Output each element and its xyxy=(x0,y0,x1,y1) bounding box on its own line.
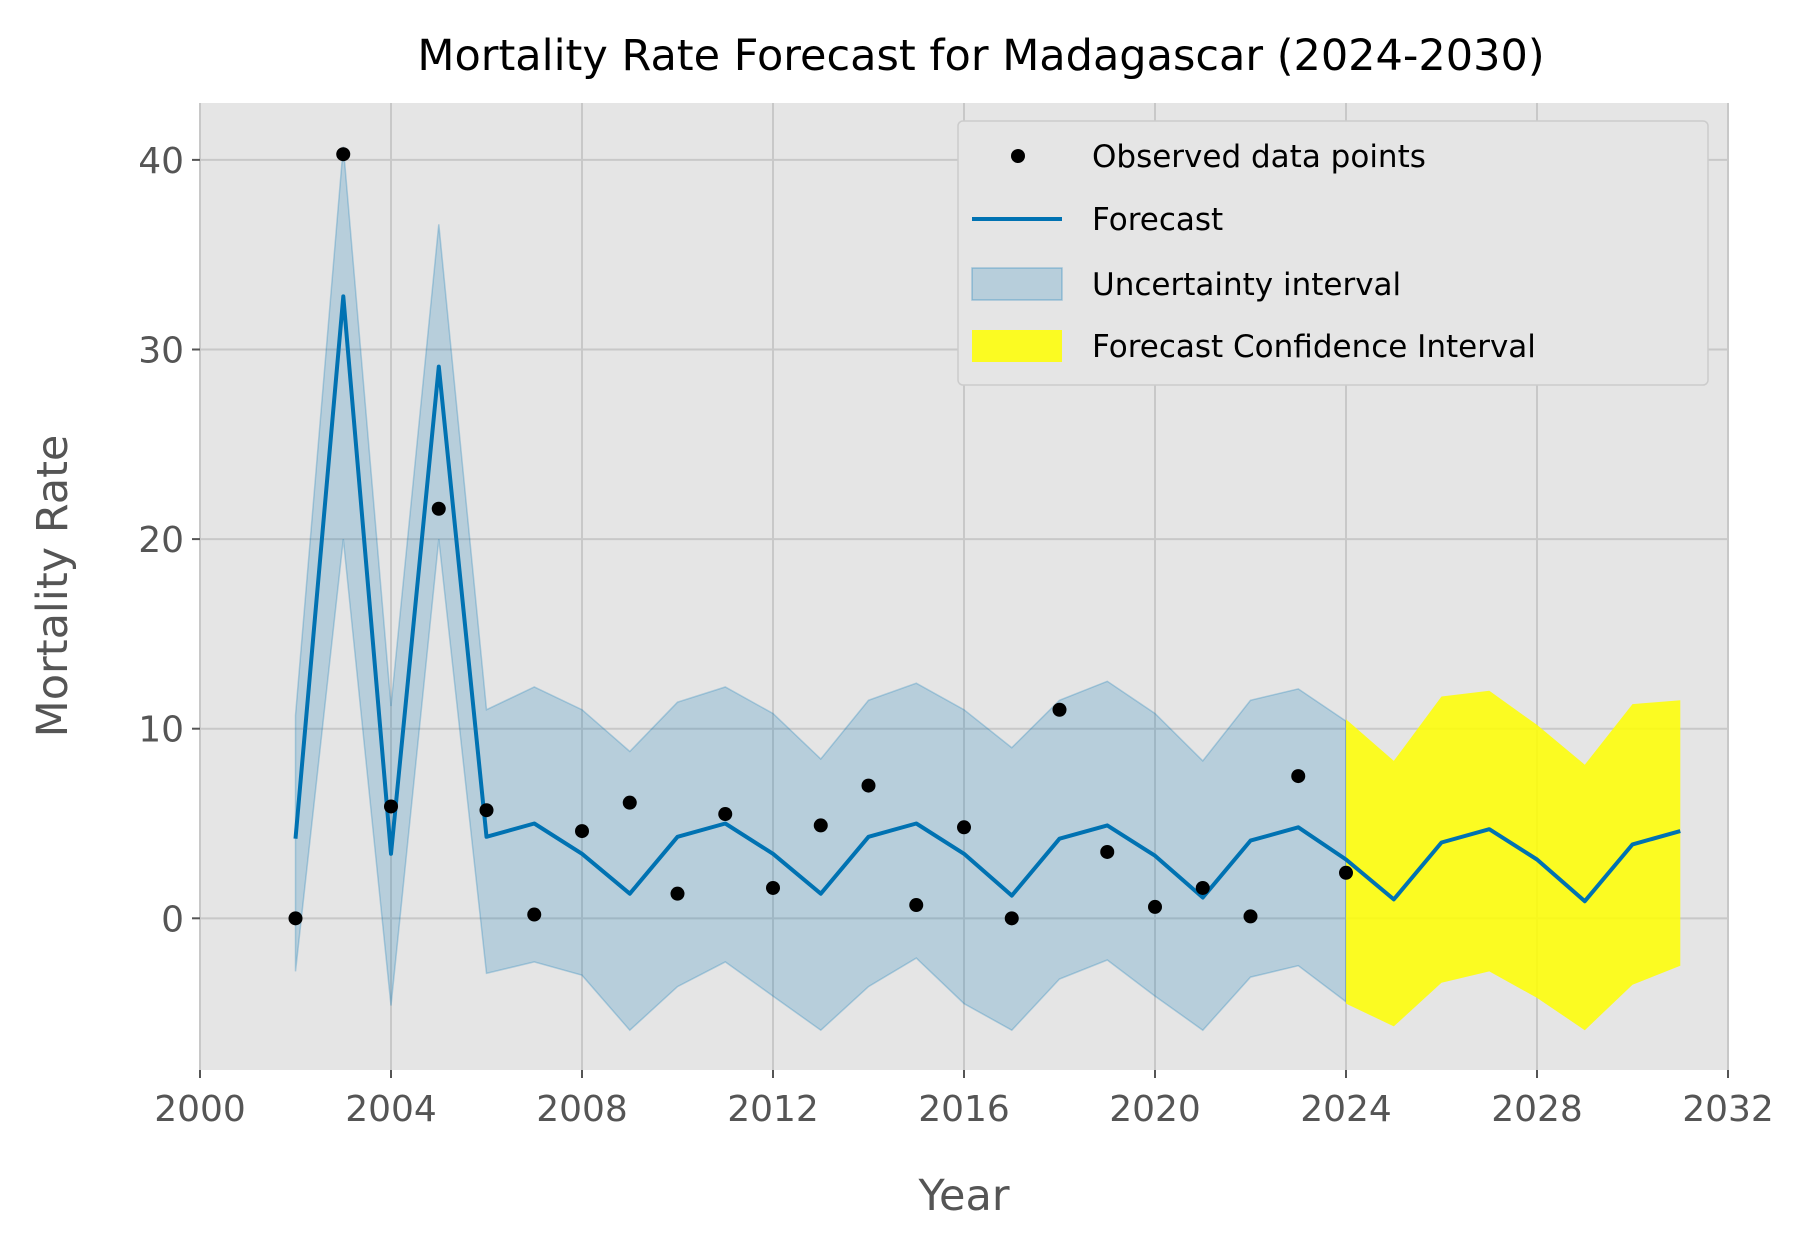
observed-point-17 xyxy=(1100,844,1115,859)
y-tick-label-2: 20 xyxy=(138,520,184,561)
legend: Observed data points Forecast Uncertaint… xyxy=(957,120,1709,386)
x-axis-label: Year xyxy=(917,1171,1009,1221)
y-axis-ticks: 0 10 20 30 40 xyxy=(138,141,200,940)
x-tick-label-0: 2000 xyxy=(154,1089,246,1130)
legend-box xyxy=(957,120,1709,386)
observed-point-18 xyxy=(1148,899,1162,914)
y-tick-label-4: 40 xyxy=(138,141,184,182)
observed-point-1 xyxy=(336,147,351,162)
observed-point-22 xyxy=(1339,865,1353,880)
observed-point-2 xyxy=(384,799,398,814)
x-tick-label-3: 2012 xyxy=(727,1089,819,1130)
observed-point-20 xyxy=(1243,909,1258,924)
observed-point-14 xyxy=(957,820,971,835)
forecast-line xyxy=(293,294,1681,904)
y-tick-label-0: 0 xyxy=(161,899,184,940)
observed-point-21 xyxy=(1291,769,1306,784)
x-tick-label-1: 2004 xyxy=(345,1089,437,1130)
legend-label-uncertainty: Uncertainty interval xyxy=(1092,267,1401,303)
x-tick-label-2: 2008 xyxy=(536,1089,628,1130)
observed-point-0 xyxy=(288,911,303,926)
interval-bands xyxy=(294,146,1681,1032)
observed-point-3 xyxy=(431,501,446,516)
observed-point-8 xyxy=(670,886,685,901)
y-axis-label: Mortality Rate xyxy=(28,435,78,738)
x-tick-label-5: 2020 xyxy=(1109,1089,1201,1130)
legend-label-forecast-ci: Forecast Confidence Interval xyxy=(1092,329,1536,365)
legend-marker-uncertainty xyxy=(971,267,1063,301)
x-tick-label-8: 2032 xyxy=(1682,1089,1774,1130)
legend-marker-forecast-ci xyxy=(972,330,1062,362)
y-tick-label-3: 30 xyxy=(138,330,184,371)
observed-point-12 xyxy=(861,778,876,793)
forecast-line-layer xyxy=(293,294,1681,904)
forecast-confidence-band xyxy=(1346,690,1681,1031)
observed-point-7 xyxy=(622,795,637,810)
x-axis-ticks: 2000 2004 2008 2012 2016 2020 2024 2028 2032 xyxy=(154,1070,1774,1130)
x-tick-label-7: 2028 xyxy=(1491,1089,1583,1130)
observed-point-6 xyxy=(575,824,589,839)
y-tick-label-1: 10 xyxy=(138,710,184,751)
observed-point-11 xyxy=(813,818,828,833)
chart-title: Mortality Rate Forecast for Madagascar (… xyxy=(417,31,1544,81)
legend-label-forecast: Forecast xyxy=(1092,202,1223,238)
legend-label-observed: Observed data points xyxy=(1092,139,1426,175)
observed-point-15 xyxy=(1004,911,1019,926)
observed-point-16 xyxy=(1052,702,1067,717)
x-tick-label-4: 2016 xyxy=(918,1089,1010,1130)
observed-point-10 xyxy=(766,880,780,895)
observed-point-13 xyxy=(909,898,924,913)
observed-point-5 xyxy=(527,907,542,922)
observed-points xyxy=(288,147,1353,926)
observed-point-9 xyxy=(718,807,733,822)
observed-point-4 xyxy=(479,803,494,818)
legend-marker-observed xyxy=(1011,149,1025,163)
observed-point-19 xyxy=(1195,880,1210,895)
x-tick-label-6: 2024 xyxy=(1300,1089,1392,1130)
